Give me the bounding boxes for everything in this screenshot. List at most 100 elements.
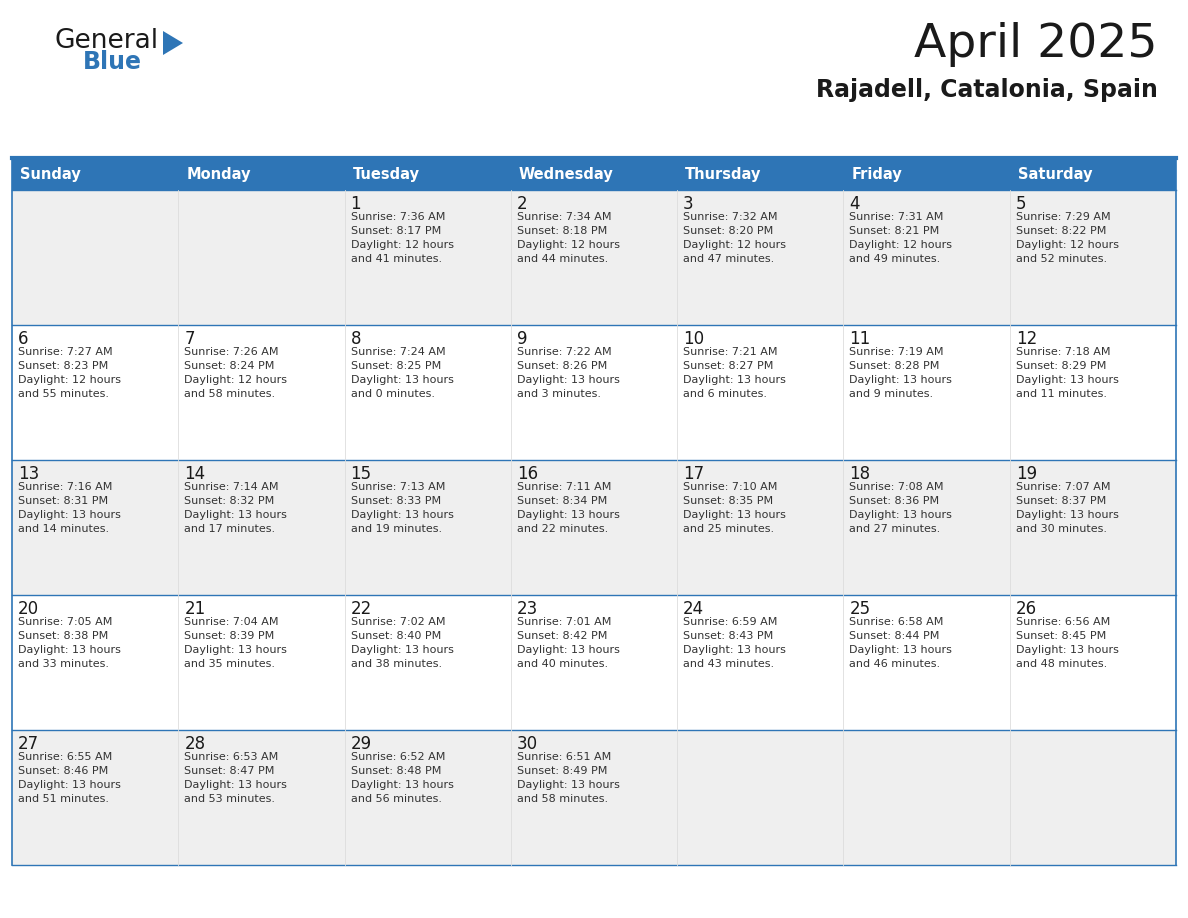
Text: Daylight: 13 hours: Daylight: 13 hours: [350, 510, 454, 520]
Text: Thursday: Thursday: [685, 166, 762, 182]
Text: Sunrise: 7:11 AM: Sunrise: 7:11 AM: [517, 482, 612, 492]
Text: 21: 21: [184, 600, 206, 618]
Text: and 41 minutes.: and 41 minutes.: [350, 254, 442, 264]
Text: 5: 5: [1016, 195, 1026, 213]
Text: Sunset: 8:34 PM: Sunset: 8:34 PM: [517, 496, 607, 506]
Text: Daylight: 13 hours: Daylight: 13 hours: [849, 375, 953, 385]
Text: 12: 12: [1016, 330, 1037, 348]
Text: Daylight: 13 hours: Daylight: 13 hours: [517, 510, 620, 520]
Text: Sunset: 8:49 PM: Sunset: 8:49 PM: [517, 766, 607, 776]
Text: Daylight: 13 hours: Daylight: 13 hours: [517, 375, 620, 385]
Text: and 11 minutes.: and 11 minutes.: [1016, 389, 1107, 399]
Text: Monday: Monday: [187, 166, 251, 182]
Bar: [843, 158, 1010, 190]
Text: 24: 24: [683, 600, 704, 618]
Text: and 56 minutes.: and 56 minutes.: [350, 794, 442, 804]
Text: Sunrise: 7:32 AM: Sunrise: 7:32 AM: [683, 212, 778, 222]
Text: Sunset: 8:31 PM: Sunset: 8:31 PM: [18, 496, 108, 506]
Text: 19: 19: [1016, 465, 1037, 483]
Text: and 44 minutes.: and 44 minutes.: [517, 254, 608, 264]
Text: Daylight: 13 hours: Daylight: 13 hours: [849, 645, 953, 655]
Text: 4: 4: [849, 195, 860, 213]
Text: and 46 minutes.: and 46 minutes.: [849, 659, 941, 669]
Text: Sunrise: 6:51 AM: Sunrise: 6:51 AM: [517, 752, 611, 762]
Text: Sunset: 8:40 PM: Sunset: 8:40 PM: [350, 631, 441, 641]
Text: and 14 minutes.: and 14 minutes.: [18, 524, 109, 534]
Text: and 17 minutes.: and 17 minutes.: [184, 524, 276, 534]
Text: Sunset: 8:17 PM: Sunset: 8:17 PM: [350, 226, 441, 236]
Text: Sunset: 8:35 PM: Sunset: 8:35 PM: [683, 496, 773, 506]
Bar: [345, 158, 511, 190]
Text: Sunset: 8:20 PM: Sunset: 8:20 PM: [683, 226, 773, 236]
Text: 16: 16: [517, 465, 538, 483]
Text: 22: 22: [350, 600, 372, 618]
Text: Sunrise: 7:27 AM: Sunrise: 7:27 AM: [18, 347, 113, 357]
Text: Daylight: 13 hours: Daylight: 13 hours: [683, 645, 786, 655]
Text: Sunrise: 7:26 AM: Sunrise: 7:26 AM: [184, 347, 279, 357]
Text: and 22 minutes.: and 22 minutes.: [517, 524, 608, 534]
Text: and 55 minutes.: and 55 minutes.: [18, 389, 109, 399]
Text: Saturday: Saturday: [1018, 166, 1092, 182]
Text: Daylight: 13 hours: Daylight: 13 hours: [683, 375, 786, 385]
Text: Blue: Blue: [83, 50, 143, 74]
Text: General: General: [55, 28, 159, 54]
Text: Daylight: 12 hours: Daylight: 12 hours: [18, 375, 121, 385]
Text: Daylight: 13 hours: Daylight: 13 hours: [184, 645, 287, 655]
Text: 1: 1: [350, 195, 361, 213]
Text: and 58 minutes.: and 58 minutes.: [517, 794, 608, 804]
Text: Sunrise: 7:22 AM: Sunrise: 7:22 AM: [517, 347, 612, 357]
Text: Sunrise: 7:16 AM: Sunrise: 7:16 AM: [18, 482, 113, 492]
Text: Sunrise: 7:14 AM: Sunrise: 7:14 AM: [184, 482, 279, 492]
Text: Sunrise: 7:01 AM: Sunrise: 7:01 AM: [517, 617, 612, 627]
Text: Sunset: 8:47 PM: Sunset: 8:47 PM: [184, 766, 274, 776]
Text: Friday: Friday: [852, 166, 902, 182]
Text: 23: 23: [517, 600, 538, 618]
Text: 30: 30: [517, 735, 538, 753]
Text: Sunset: 8:48 PM: Sunset: 8:48 PM: [350, 766, 441, 776]
Text: Sunset: 8:42 PM: Sunset: 8:42 PM: [517, 631, 607, 641]
Text: Sunset: 8:45 PM: Sunset: 8:45 PM: [1016, 631, 1106, 641]
Text: 9: 9: [517, 330, 527, 348]
Text: Daylight: 13 hours: Daylight: 13 hours: [517, 645, 620, 655]
Text: Sunrise: 7:24 AM: Sunrise: 7:24 AM: [350, 347, 446, 357]
Bar: [12, 158, 178, 190]
Text: 14: 14: [184, 465, 206, 483]
Text: Sunrise: 6:58 AM: Sunrise: 6:58 AM: [849, 617, 943, 627]
Text: Daylight: 13 hours: Daylight: 13 hours: [18, 780, 121, 790]
Bar: [12, 325, 1176, 460]
Text: Sunset: 8:22 PM: Sunset: 8:22 PM: [1016, 226, 1106, 236]
Text: and 30 minutes.: and 30 minutes.: [1016, 524, 1107, 534]
Text: Sunset: 8:32 PM: Sunset: 8:32 PM: [184, 496, 274, 506]
Text: Daylight: 12 hours: Daylight: 12 hours: [849, 240, 953, 250]
Text: Sunrise: 7:02 AM: Sunrise: 7:02 AM: [350, 617, 446, 627]
Text: 6: 6: [18, 330, 29, 348]
Text: and 33 minutes.: and 33 minutes.: [18, 659, 109, 669]
Text: 17: 17: [683, 465, 704, 483]
Text: Daylight: 12 hours: Daylight: 12 hours: [683, 240, 786, 250]
Text: 15: 15: [350, 465, 372, 483]
Text: 25: 25: [849, 600, 871, 618]
Text: 28: 28: [184, 735, 206, 753]
Text: Sunrise: 7:36 AM: Sunrise: 7:36 AM: [350, 212, 446, 222]
Text: and 9 minutes.: and 9 minutes.: [849, 389, 934, 399]
Text: Daylight: 13 hours: Daylight: 13 hours: [849, 510, 953, 520]
Text: Daylight: 13 hours: Daylight: 13 hours: [517, 780, 620, 790]
Text: 13: 13: [18, 465, 39, 483]
Text: and 27 minutes.: and 27 minutes.: [849, 524, 941, 534]
Text: Tuesday: Tuesday: [353, 166, 419, 182]
Text: Sunrise: 7:10 AM: Sunrise: 7:10 AM: [683, 482, 777, 492]
Text: and 38 minutes.: and 38 minutes.: [350, 659, 442, 669]
Text: Wednesday: Wednesday: [519, 166, 614, 182]
Text: Sunset: 8:36 PM: Sunset: 8:36 PM: [849, 496, 940, 506]
Text: Sunset: 8:33 PM: Sunset: 8:33 PM: [350, 496, 441, 506]
Text: Sunrise: 6:55 AM: Sunrise: 6:55 AM: [18, 752, 112, 762]
Text: Sunrise: 7:08 AM: Sunrise: 7:08 AM: [849, 482, 944, 492]
Text: Sunset: 8:24 PM: Sunset: 8:24 PM: [184, 361, 274, 371]
Text: Sunset: 8:18 PM: Sunset: 8:18 PM: [517, 226, 607, 236]
Text: Sunset: 8:29 PM: Sunset: 8:29 PM: [1016, 361, 1106, 371]
Text: Sunset: 8:27 PM: Sunset: 8:27 PM: [683, 361, 773, 371]
Text: Sunset: 8:26 PM: Sunset: 8:26 PM: [517, 361, 607, 371]
Bar: [12, 595, 1176, 730]
Text: Daylight: 13 hours: Daylight: 13 hours: [18, 510, 121, 520]
Text: and 53 minutes.: and 53 minutes.: [184, 794, 276, 804]
